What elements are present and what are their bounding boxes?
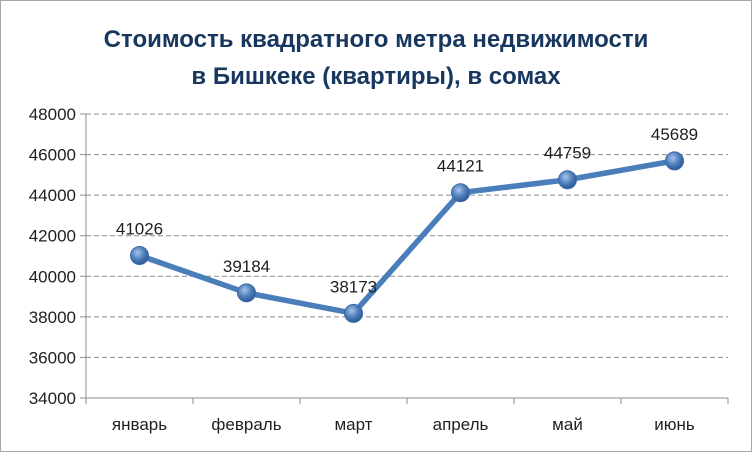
data-label: 41026	[116, 219, 163, 238]
chart-title: Стоимость квадратного метра недвижимости…	[1, 21, 751, 95]
data-point	[130, 245, 149, 265]
y-tick-label: 42000	[29, 227, 76, 246]
x-tick-label: май	[552, 415, 583, 434]
x-tick-label: январь	[112, 415, 167, 434]
data-point	[665, 151, 684, 171]
data-point	[237, 283, 256, 303]
data-label: 38173	[330, 277, 377, 296]
y-tick-label: 38000	[29, 308, 76, 327]
data-label: 44759	[544, 144, 591, 163]
y-tick-label: 46000	[29, 146, 76, 165]
x-tick-label: февраль	[211, 415, 281, 434]
y-tick-label: 36000	[29, 348, 76, 367]
data-label: 44121	[437, 157, 484, 176]
chart-title-line-2: в Бишкеке (квартиры), в сомах	[191, 63, 561, 90]
x-tick-label: июнь	[654, 415, 695, 434]
data-point	[558, 170, 577, 190]
series-line	[136, 158, 678, 317]
x-tick-label: апрель	[433, 415, 489, 434]
y-tick-label: 34000	[29, 389, 76, 408]
data-point	[451, 183, 470, 203]
data-label: 39184	[223, 257, 270, 276]
x-tick-label: март	[334, 415, 372, 434]
chart-title-line-1: Стоимость квадратного метра недвижимости	[103, 26, 649, 53]
data-label: 45689	[651, 125, 698, 144]
y-tick-label: 40000	[29, 267, 76, 286]
y-tick-label: 48000	[29, 105, 76, 124]
y-tick-label: 44000	[29, 186, 76, 205]
data-point	[344, 303, 363, 323]
